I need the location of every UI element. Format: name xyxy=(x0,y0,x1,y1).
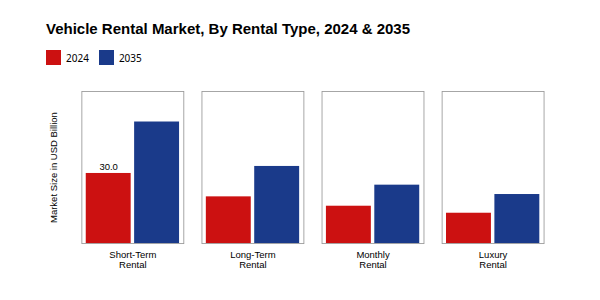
svg-text:Short-TermRental: Short-TermRental xyxy=(109,249,156,270)
svg-text:Long-TermRental: Long-TermRental xyxy=(230,249,275,270)
svg-text:30.0: 30.0 xyxy=(99,161,118,172)
html-text:Vehicle Rental Market, By Rent: Vehicle Rental Market, By Rental Type, 2… xyxy=(46,20,411,37)
svg-text:LuxuryRental: LuxuryRental xyxy=(479,249,508,270)
html-text:2024: 2024 xyxy=(66,50,89,65)
svg-text:MonthlyRental: MonthlyRental xyxy=(356,249,390,270)
html-text:2035: 2035 xyxy=(118,50,142,65)
svg-text:Market Size in USD Billion: Market Size in USD Billion xyxy=(48,112,59,223)
